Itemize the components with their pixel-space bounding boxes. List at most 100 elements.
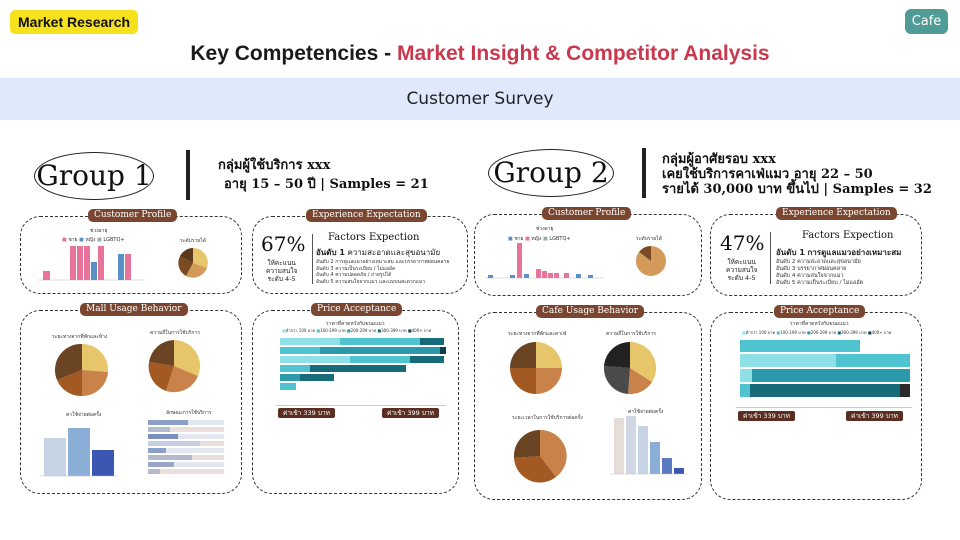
group1-income-title: ระดับรายได้ [180,238,206,244]
g1-usage-pie2 [148,340,200,393]
g1-age-bar-7 [118,254,124,280]
g1-age-bar-4 [84,246,90,280]
group2-rank1: อันดับ 1 การดูแลแมวอย่างเหมาะสม [776,248,902,257]
g2-usage-chart4-title: ค่าใช้จ่ายต่อครั้ง [628,409,664,415]
group1-age-title: ช่วงอายุ [90,228,108,234]
g1-usage-chart4-title: ลักษณะการใช้บริการ [166,410,212,416]
g1-spend-bar-2 [68,428,90,476]
g2-spend-bar-1 [614,418,624,474]
g2-age-bar-9 [564,273,569,278]
group2-usage-title: Cafe Usage Behavior [536,305,645,318]
group1-ranks: อันดับ 2 การดูแลแมวอย่างเหมาะสม และบรรยา… [316,259,450,285]
g2-age-bar-1 [488,275,493,278]
g2-usage-pie2 [603,341,657,395]
section-band [0,78,960,120]
g2-age-bar-8 [554,273,559,278]
g2-age-bar-2 [510,275,515,278]
g1-age-bar-5 [91,262,97,280]
g2-price-chart-title: ราคาที่คาดหวังกับขนมแมว [790,321,849,327]
g2-usage-chart3-title: ระยะเวลาในการใช้บริการต่อครั้ง [512,415,583,421]
group2-income-pie [636,246,666,276]
group1-price-title: Price Acceptance [311,303,403,316]
g1-price-chart-title: ราคาที่คาดหวังกับขนมแมว [326,321,385,327]
group2-divider [642,148,646,198]
g1-age-bar-3 [77,246,83,280]
g1-spend-bar-3 [92,450,114,476]
group2-info: กลุ่มผู้อาศัยรอบ xxx เคยใช้บริการคาเฟ่แม… [662,152,932,197]
g2-price-divider [736,407,912,408]
g2-spend-bar-2 [626,416,636,474]
group2-label: Group 2 [488,149,614,197]
group1-divider [186,150,190,200]
g2-spend-bar-3 [638,426,648,474]
g1-usage-chart2-title: ความถี่ในการใช้บริการ [150,330,200,336]
group1-age-chart [38,246,144,281]
g2-age-bar-3 [517,243,522,278]
g1-age-bar-6 [98,246,104,280]
g2-price-badge-399: ค่าเข้า 399 บาท [846,411,903,421]
group2-info-line1: กลุ่มผู้อาศัยรอบ xxx [662,152,776,167]
g2-usage-bars [610,416,688,475]
group2-price-title: Price Acceptance [774,305,866,318]
g1-price-legend: ■ต่ำกว่า 100 บาท ■100-199 บาท ■200-299 บ… [282,328,432,333]
g1-age-bar-2 [70,246,76,280]
g2-spend-bar-4 [650,442,660,474]
group1-rank1: อันดับ 1 ความสะอาดและสุขอนามัย [316,248,441,257]
g1-price-divider [276,405,446,406]
group1-factors-head: Factors Expection [328,232,420,243]
title-prefix: Key Competencies - [190,42,397,65]
group2-income-title: ระดับรายได้ [636,236,662,242]
group1-usage-title: Mall Usage Behavior [80,303,188,316]
group1-income-pie [178,248,208,278]
group1-info-line1: กลุ่มผู้ใช้บริการ xxx [218,158,331,173]
g2-usage-chart2-title: ความถี่ในการใช้บริการ [606,331,656,337]
g2-age-bar-4 [524,274,529,278]
g2-age-bar-7 [548,273,553,278]
g1-price-badge-339: ค่าเข้า 339 บาท [278,408,335,418]
g2-spend-bar-6 [674,468,684,474]
group2-age-title: ช่วงอายุ [536,226,554,232]
g1-price-chart [280,338,446,390]
g2-price-badge-339: ค่าเข้า 339 บาท [738,411,795,421]
group2-age-legend: ■ ชาย ■ หญิง ■ LGBTQ+ [508,236,571,242]
cafe-tag: Cafe [905,9,948,34]
market-research-tag: Market Research [10,10,139,34]
g1-age-bar-8 [125,254,131,280]
g2-age-bar-5 [536,269,541,278]
g1-usage-hbars [148,420,224,474]
group1-label: Group 1 [34,152,154,200]
g2-price-legend: ■ต่ำกว่า 100 บาท ■100-199 บาท ■200-299 บ… [742,330,892,335]
group2-pct: 47% [720,231,765,255]
g2-price-chart [740,340,910,397]
g1-usage-pie1 [54,343,109,397]
g2-age-bar-6 [542,271,547,278]
group2-factors-head: Factors Expection [802,230,894,241]
g1-usage-bars [40,428,118,477]
section-title: Customer Survey [406,89,554,109]
group1-expect-divider [312,234,313,284]
g2-spend-bar-5 [662,458,672,474]
group1-pct-desc: ให้คะแนน ความสนใจ ระดับ 4-5 [266,259,298,283]
g1-usage-chart1-title: ระยะทางจากที่พักและห้าง [52,334,108,340]
group1-info: กลุ่มผู้ใช้บริการ xxx อายุ 15 – 50 ปี | … [218,158,429,192]
group1-profile-title: Customer Profile [88,209,178,222]
group2-age-chart [486,243,604,279]
group1-expect-title: Experience Expectation [306,209,427,222]
g2-age-bar-10 [576,274,581,278]
group2-expect-divider [770,232,771,284]
group2-info-line2: เคยใช้บริการคาเฟ่แมว อายุ 22 – 50 [662,167,873,182]
group1-info-line2: อายุ 15 – 50 ปี | Samples = 21 [224,177,429,192]
group2-pct-desc: ให้คะแนน ความสนใจ ระดับ 4-5 [726,258,758,282]
group1-age-legend: ■ ชาย ■ หญิง ■ LGBTQ+ [62,237,125,243]
g1-usage-chart3-title: ค่าใช้จ่ายต่อครั้ง [66,412,102,418]
g2-usage-pie3 [513,429,567,483]
group2-profile-title: Customer Profile [542,207,632,220]
g1-spend-bar-1 [44,438,66,476]
title-accent: Market Insight & Competitor Analysis [396,42,770,65]
group2-info-line3: รายได้ 30,000 บาท ขึ้นไป | Samples = 32 [662,182,932,197]
page-title: Key Competencies - Market Insight & Comp… [0,40,960,68]
group2-expect-title: Experience Expectation [776,207,897,220]
g2-usage-pie1 [510,342,562,394]
g1-age-bar-1 [43,271,50,280]
g2-age-bar-11 [588,275,593,278]
